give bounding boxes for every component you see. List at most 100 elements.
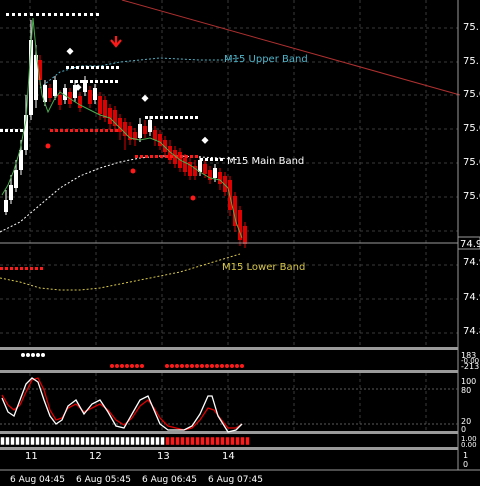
candle-body: [133, 132, 137, 140]
pane-separator[interactable]: [0, 347, 458, 350]
candle-body: [193, 166, 197, 176]
signal-dot: [150, 116, 153, 119]
main-band-label: M15 Main Band: [227, 156, 304, 167]
price-tick-label: 75.1: [463, 56, 480, 67]
signal-indicator-pane[interactable]: 183 -0.00 -213: [21, 351, 479, 371]
signal-dot: [105, 80, 108, 83]
strip-bar: [95, 436, 100, 446]
signal-dot: [195, 364, 199, 368]
strip-bar: [20, 436, 25, 446]
signal-dot: [100, 129, 103, 132]
pane-separator[interactable]: [0, 447, 458, 450]
signal-dot: [220, 158, 223, 161]
signal-dot: [31, 353, 35, 357]
strip-axis-label: 1.00: [461, 435, 477, 443]
stochastic-grid: [29, 373, 427, 431]
candle-body: [183, 158, 187, 172]
candle-body: [243, 226, 247, 244]
strip-bar: [40, 436, 45, 446]
stochastic-pane[interactable]: 100 80 20 0: [0, 373, 476, 434]
candle-body: [4, 200, 8, 212]
signal-dot: [71, 66, 74, 69]
candle-body: [83, 80, 87, 92]
trend-strip-pane[interactable]: 1.00 0.00: [0, 435, 477, 449]
price-tick-label: 75.0: [463, 89, 480, 100]
candle-body: [128, 126, 132, 140]
signal-dot: [160, 116, 163, 119]
strip-bar: [145, 436, 150, 446]
signal-dot: [165, 116, 168, 119]
time-axis[interactable]: 6 Aug 04:45 6 Aug 05:45 6 Aug 06:45 6 Au…: [10, 475, 263, 485]
candle-body: [168, 146, 172, 160]
stochastic-axis-label: 100: [461, 377, 476, 386]
strip-axis-label: 0.00: [461, 441, 477, 449]
signal-dot: [190, 364, 194, 368]
signal-dot: [78, 13, 81, 16]
price-tick-label: 75.0: [463, 191, 480, 202]
signal-dot: [220, 364, 224, 368]
signal-dot: [70, 80, 73, 83]
candle-body: [43, 85, 47, 102]
day-label: 11: [25, 451, 38, 462]
strip-bar: [195, 436, 200, 446]
indicator-axis-label: -213: [461, 362, 479, 371]
strip-bar: [165, 436, 170, 446]
strip-bar: [100, 436, 105, 446]
signal-dot: [160, 155, 163, 158]
strip-bar: [70, 436, 75, 446]
signal-dot: [100, 80, 103, 83]
signal-dot: [70, 129, 73, 132]
signal-dot: [205, 158, 208, 161]
strip-bar: [65, 436, 70, 446]
candle-body: [163, 140, 167, 152]
signal-dot: [91, 66, 94, 69]
strip-bar: [90, 436, 95, 446]
signal-dot: [115, 80, 118, 83]
pane-separator[interactable]: [0, 431, 458, 434]
strip-bar: [245, 436, 250, 446]
candle-body: [73, 85, 77, 98]
signal-dot: [75, 80, 78, 83]
candle-body: [48, 88, 52, 98]
signal-dot: [0, 267, 3, 270]
strip-bar: [235, 436, 240, 446]
signal-dot: [90, 129, 93, 132]
signal-dot: [190, 195, 196, 201]
signal-dot: [130, 364, 134, 368]
signal-dot: [10, 267, 13, 270]
diamond-marker: [66, 47, 74, 55]
candle-body: [24, 115, 28, 150]
stochastic-axis-label: 20: [461, 417, 471, 426]
signal-dot: [175, 155, 178, 158]
signal-dot: [86, 66, 89, 69]
signal-dot: [80, 129, 83, 132]
strip-bar: [240, 436, 245, 446]
signal-dot: [76, 66, 79, 69]
strip-bar: [15, 436, 20, 446]
signal-dot: [75, 129, 78, 132]
signal-dot: [95, 80, 98, 83]
signal-dot: [145, 116, 148, 119]
signal-dot: [210, 158, 213, 161]
diamond-marker: [74, 83, 82, 91]
signal-dot: [36, 13, 39, 16]
signal-dot: [60, 129, 63, 132]
signal-dot: [155, 116, 158, 119]
signal-dot: [115, 364, 119, 368]
strip-bar: [185, 436, 190, 446]
day-marker-pane[interactable]: 11 12 13 14 1 0: [0, 451, 480, 471]
signal-dot: [200, 364, 204, 368]
candle-body: [113, 110, 117, 126]
trendline[interactable]: [121, 0, 461, 96]
price-tick-label: 75.0: [463, 123, 480, 134]
signal-dot: [175, 116, 178, 119]
strip-bar: [170, 436, 175, 446]
candle-body: [238, 210, 242, 240]
signal-dot: [6, 13, 9, 16]
price-axis[interactable]: 75.1 75.1 75.0 75.0 75.0 75.0 74.9 74.9 …: [457, 0, 480, 470]
pane-separator[interactable]: [0, 370, 458, 373]
price-chart[interactable]: M15 Upper Band M15 Main Band M15 Lower B…: [0, 0, 461, 347]
signal-dots: [21, 353, 244, 368]
signal-dot: [111, 66, 114, 69]
candle-body: [233, 196, 237, 226]
